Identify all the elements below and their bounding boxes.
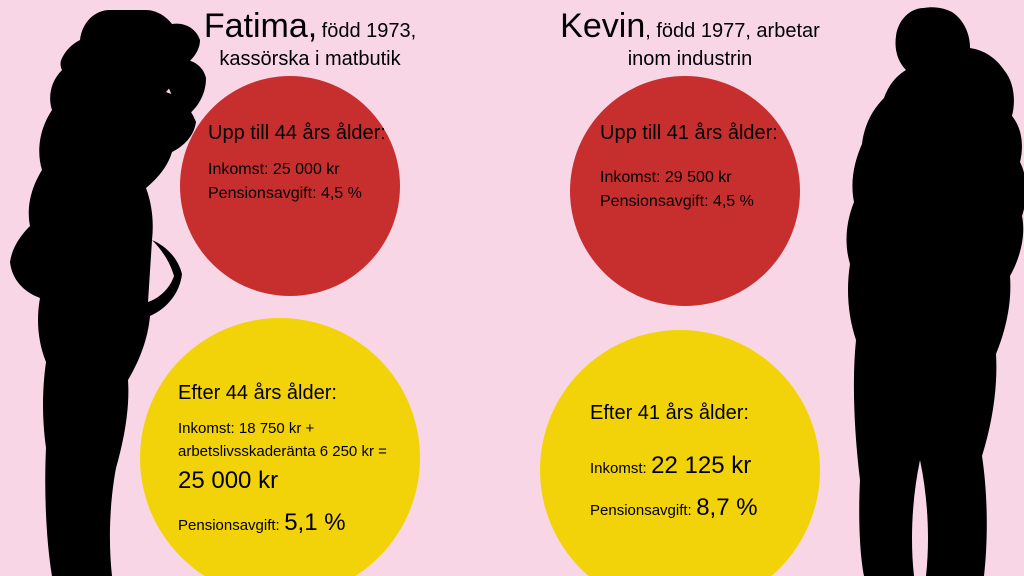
- kevin-yellow-inclabel: Inkomst:: [590, 460, 647, 477]
- kevin-header: Kevin, född 1977, arbetar inom industrin: [540, 6, 840, 71]
- kevin-yellow-text: Efter 41 års ålder: Inkomst: 22 125 kr P…: [590, 398, 820, 526]
- fatima-header: Fatima, född 1973, kassörska i matbutik: [170, 6, 450, 71]
- kevin-meta1: , född 1977, arbetar: [645, 20, 820, 42]
- kevin-red-line2: Pensionsavgift: 4,5 %: [600, 190, 810, 214]
- fatima-red-line2: Pensionsavgift: 4,5 %: [208, 182, 408, 206]
- kevin-yellow-incval: 22 125 kr: [651, 452, 751, 479]
- infographic-stage: Fatima, född 1973, kassörska i matbutik …: [0, 0, 1024, 576]
- fatima-yellow-title: Efter 44 års ålder:: [178, 378, 418, 408]
- fatima-yellow-text: Efter 44 års ålder: Inkomst: 18 750 kr +…: [178, 378, 418, 541]
- fatima-red-line1: Inkomst: 25 000 kr: [208, 158, 408, 182]
- silhouette-man: [824, 0, 1024, 576]
- kevin-yellow-penlabel: Pensionsavgift:: [590, 502, 692, 519]
- fatima-yellow-penval: 5,1 %: [284, 509, 345, 536]
- fatima-meta1: född 1973,: [322, 20, 417, 42]
- fatima-yellow-inc1: Inkomst: 18 750 kr +: [178, 418, 418, 441]
- kevin-red-title: Upp till 41 års ålder:: [600, 118, 810, 148]
- kevin-meta2: inom industrin: [628, 48, 753, 70]
- kevin-yellow-title: Efter 41 års ålder:: [590, 398, 820, 428]
- kevin-red-text: Upp till 41 års ålder: Inkomst: 29 500 k…: [600, 118, 810, 214]
- fatima-red-text: Upp till 44 års ålder: Inkomst: 25 000 k…: [208, 118, 408, 206]
- fatima-red-title: Upp till 44 års ålder:: [208, 118, 408, 148]
- kevin-red-line1: Inkomst: 29 500 kr: [600, 166, 810, 190]
- fatima-yellow-total: 25 000 kr: [178, 463, 418, 499]
- fatima-yellow-inc2: arbetslivsskaderänta 6 250 kr =: [178, 441, 418, 464]
- fatima-meta2: kassörska i matbutik: [219, 48, 400, 70]
- fatima-yellow-penlabel: Pensionsavgift:: [178, 517, 280, 534]
- kevin-yellow-penval: 8,7 %: [696, 494, 757, 521]
- fatima-name: Fatima,: [204, 7, 317, 45]
- kevin-name: Kevin: [560, 7, 645, 45]
